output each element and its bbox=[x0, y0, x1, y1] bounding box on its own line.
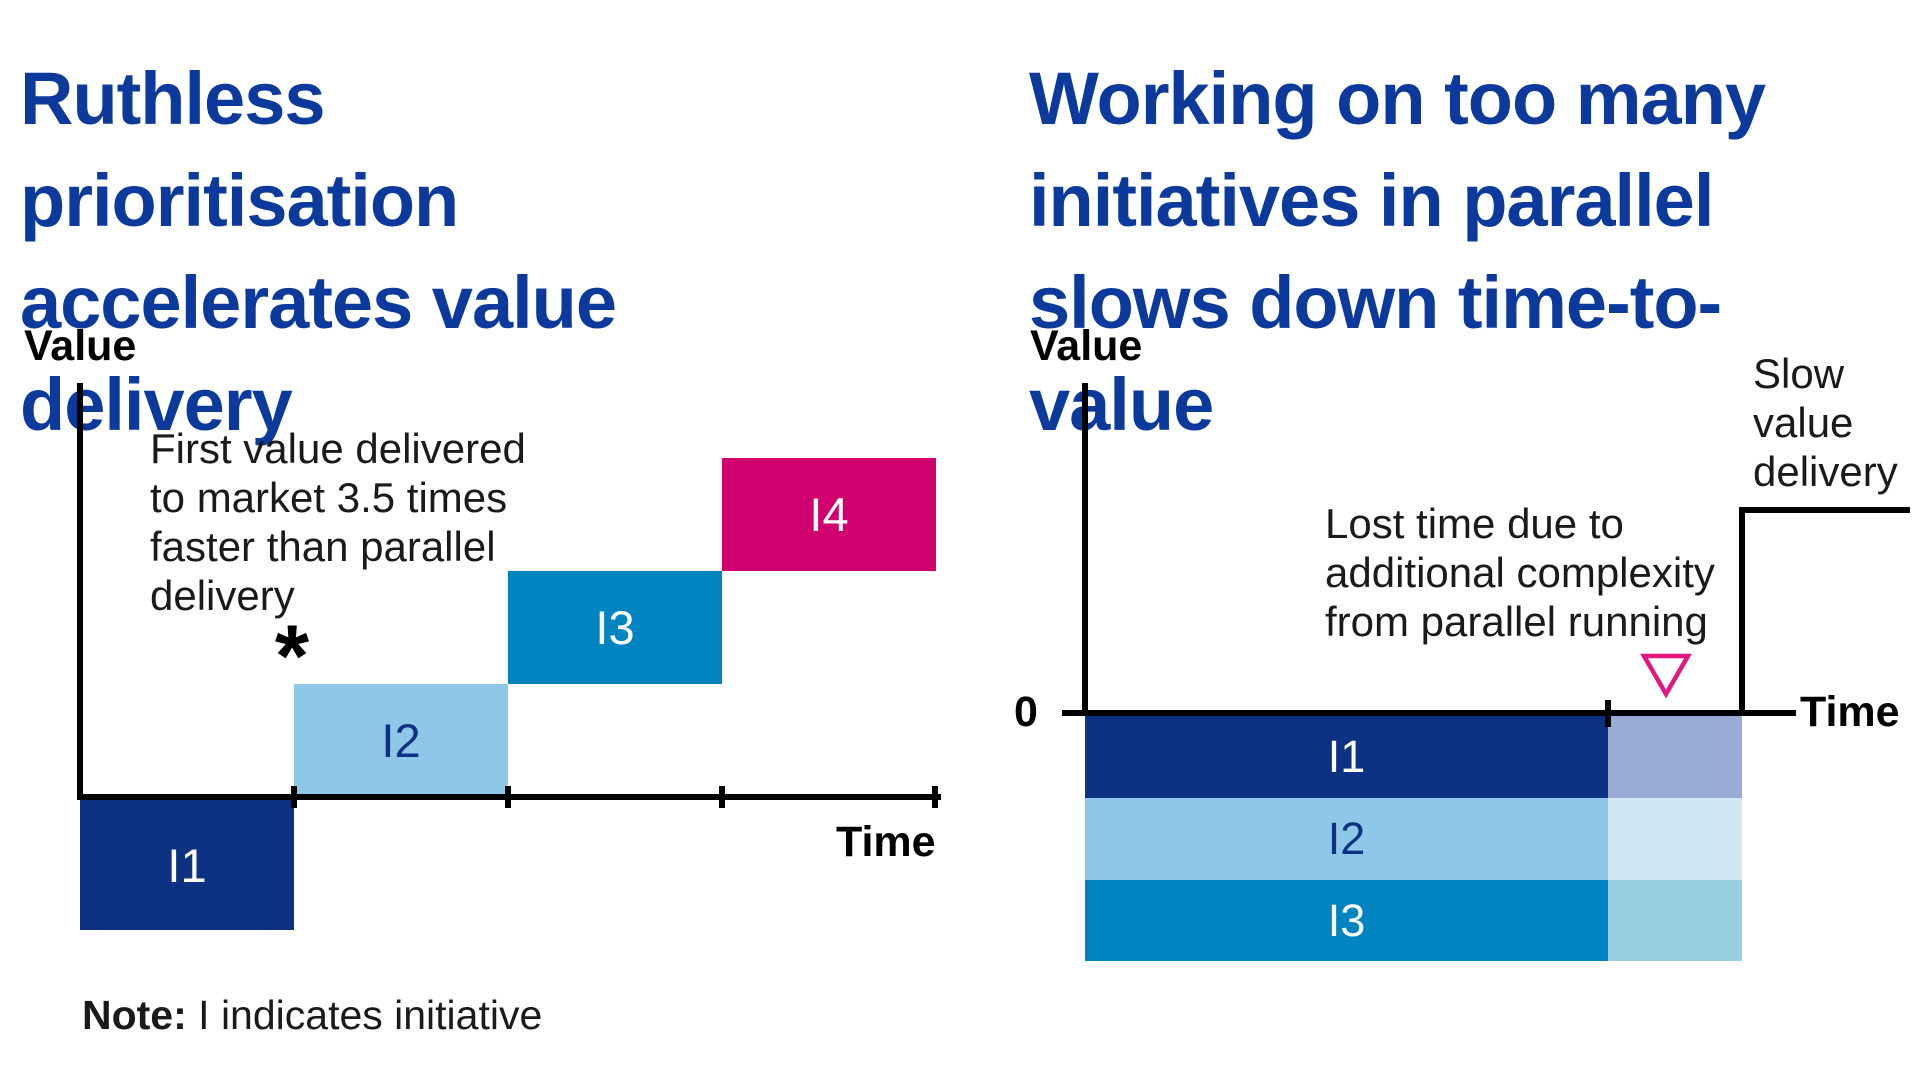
block-label-i3: I3 bbox=[595, 601, 635, 654]
initiative-block-i1: I1 bbox=[80, 800, 294, 930]
bar-label-i1: I1 bbox=[1327, 731, 1366, 782]
right-chart-title: Working on too many initiatives in paral… bbox=[1029, 57, 1766, 446]
right-x-axis-tick bbox=[1605, 700, 1611, 727]
right-value-axis-label: Value bbox=[1030, 322, 1143, 370]
parallel-bar-i2: I2 bbox=[1085, 798, 1742, 880]
left-y-axis bbox=[77, 383, 83, 800]
bar-i1-lost-time bbox=[1608, 716, 1742, 798]
bar-i1-main bbox=[1085, 716, 1608, 798]
origin-zero-label: 0 bbox=[1014, 688, 1038, 736]
footnote: Note: I indicates initiative bbox=[82, 992, 542, 1039]
initiative-block-i2: I2 bbox=[294, 684, 508, 797]
bar-label-i2: I2 bbox=[1327, 813, 1366, 864]
bar-i3-lost-time bbox=[1608, 880, 1742, 961]
left-x-axis-tick-4 bbox=[932, 786, 938, 808]
slow-delivery-step-vertical-line bbox=[1739, 507, 1745, 716]
initiative-block-i4: I4 bbox=[722, 458, 936, 571]
block-label-i4: I4 bbox=[809, 488, 849, 541]
left-x-axis-tick-3 bbox=[719, 786, 725, 808]
bar-i2-main bbox=[1085, 798, 1608, 880]
right-y-axis bbox=[1082, 383, 1088, 716]
parallel-bar-i1: I1 bbox=[1085, 716, 1742, 798]
right-annotation: Lost time due to additional complexity f… bbox=[1325, 500, 1715, 645]
parallel-bar-i3: I3 bbox=[1085, 880, 1742, 961]
left-chart-title: Ruthless prioritisation accelerates valu… bbox=[20, 57, 617, 446]
bar-i2-lost-time bbox=[1608, 798, 1742, 880]
block-label-i2: I2 bbox=[381, 714, 421, 767]
left-value-axis-label: Value bbox=[24, 322, 137, 370]
initiative-block-i3: I3 bbox=[508, 571, 722, 684]
left-x-axis-tick-2 bbox=[505, 786, 511, 808]
lost-time-triangle-icon bbox=[1640, 653, 1692, 698]
right-x-axis bbox=[1062, 710, 1796, 716]
bar-i3-main bbox=[1085, 880, 1608, 961]
slow-delivery-step-horizontal-line bbox=[1739, 507, 1910, 513]
block-label-i1: I1 bbox=[167, 838, 207, 892]
bar-label-i3: I3 bbox=[1327, 894, 1366, 946]
footnote-prefix: Note: bbox=[82, 992, 187, 1038]
right-time-axis-label: Time bbox=[1800, 688, 1900, 736]
slow-value-delivery-label: Slow value delivery bbox=[1753, 350, 1898, 495]
left-x-axis-tick-1 bbox=[291, 786, 297, 808]
footnote-text: I indicates initiative bbox=[186, 992, 543, 1038]
left-annotation: First value delivered to market 3.5 time… bbox=[150, 425, 526, 619]
left-time-axis-label: Time bbox=[836, 818, 936, 866]
